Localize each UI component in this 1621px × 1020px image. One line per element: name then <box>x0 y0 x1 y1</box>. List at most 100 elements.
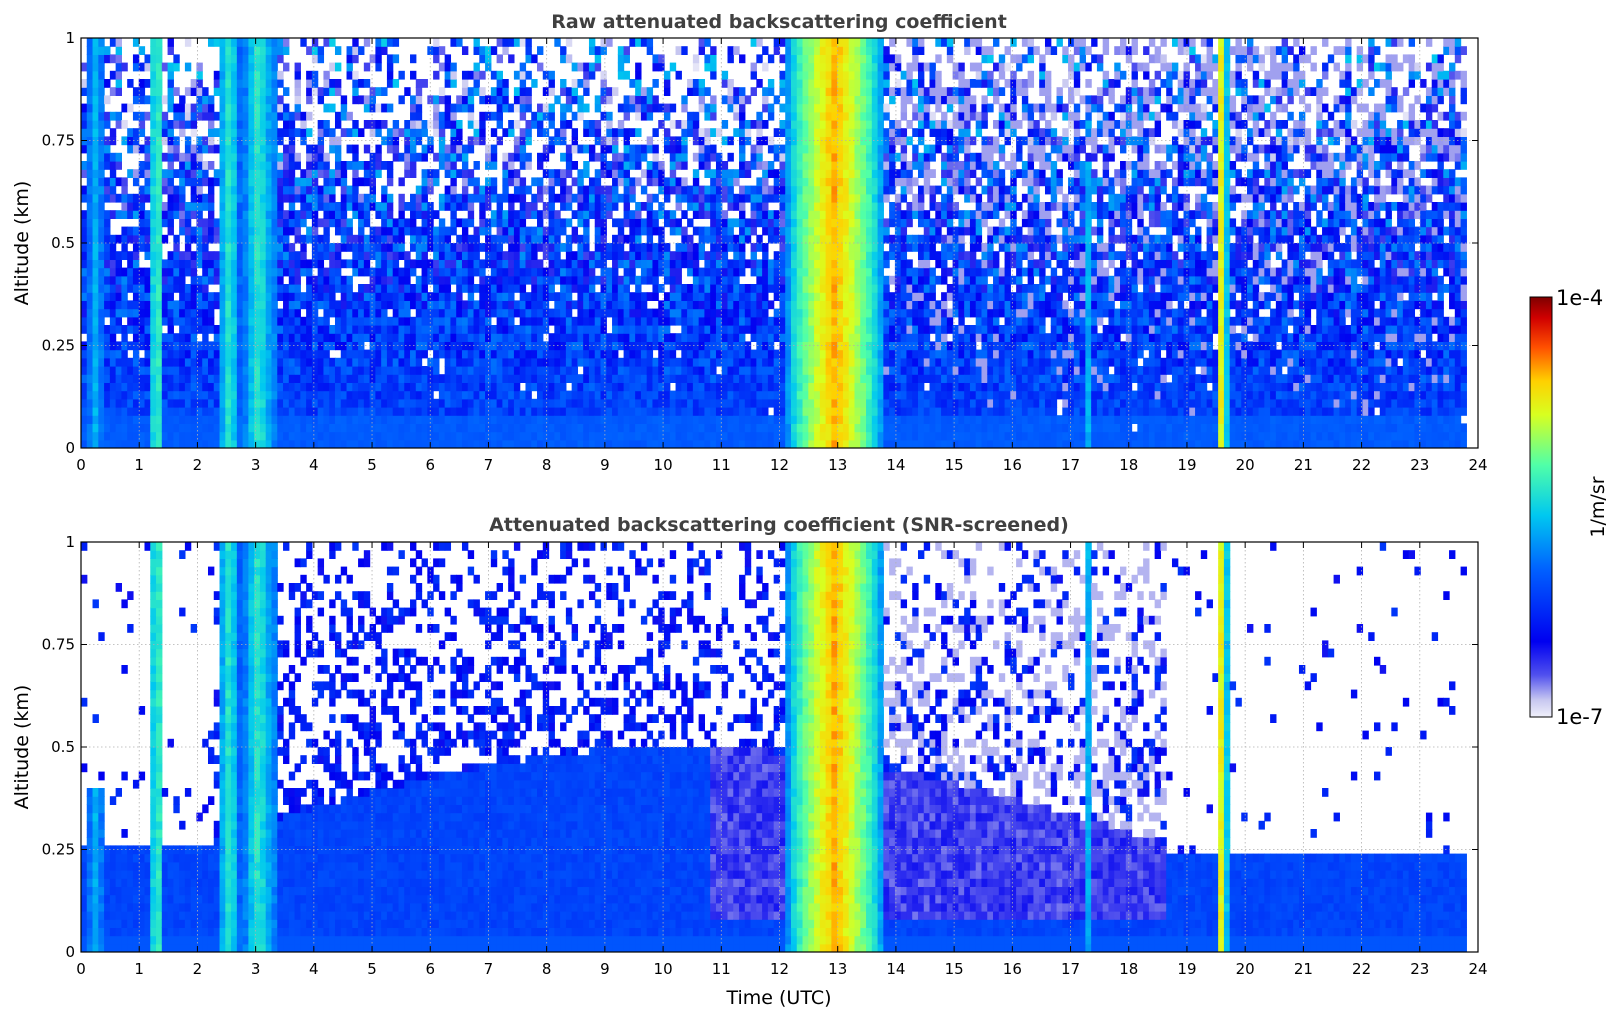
heatmap-cell <box>733 202 740 211</box>
heatmap-cell <box>225 136 232 146</box>
heatmap-cell <box>508 333 515 342</box>
heatmap-cell <box>167 390 174 400</box>
heatmap-cell <box>156 398 163 408</box>
heatmap-cell <box>179 431 186 441</box>
heatmap-cell <box>392 234 400 244</box>
heatmap-cell <box>179 357 186 367</box>
heatmap-cell <box>196 202 203 211</box>
heatmap-cell <box>167 226 174 236</box>
heatmap-cell <box>548 439 555 448</box>
heatmap-cell <box>340 234 348 244</box>
heatmap-cell <box>565 284 573 293</box>
heatmap-cell <box>127 431 134 441</box>
heatmap-cell <box>167 439 174 448</box>
heatmap-cell <box>375 144 382 154</box>
heatmap-cell <box>398 267 405 277</box>
heatmap-cell <box>646 308 654 318</box>
heatmap-cell <box>727 382 734 392</box>
heatmap-cell <box>767 374 775 383</box>
heatmap-cell <box>300 439 307 448</box>
heatmap-cell <box>92 218 99 228</box>
heatmap-cell <box>721 218 729 228</box>
heatmap-cell <box>467 95 475 105</box>
heatmap-cell <box>161 292 169 301</box>
heatmap-cell <box>104 349 111 359</box>
heatmap-cell <box>225 79 232 88</box>
heatmap-cell <box>231 292 238 301</box>
heatmap-cell <box>184 439 192 448</box>
heatmap-cell <box>704 316 711 326</box>
heatmap-cell <box>202 431 209 441</box>
heatmap-cell <box>271 316 278 326</box>
heatmap-cell <box>207 325 215 334</box>
heatmap-cell <box>554 308 561 318</box>
heatmap-cell <box>733 169 740 178</box>
heatmap-cell <box>225 341 232 351</box>
heatmap-cell <box>433 243 440 252</box>
heatmap-cell <box>560 226 567 236</box>
heatmap-cell <box>196 62 203 72</box>
heatmap-cell <box>386 357 394 367</box>
heatmap-cell <box>190 382 198 392</box>
heatmap-cell <box>410 54 417 64</box>
heatmap-cell <box>121 275 128 285</box>
heatmap-cell <box>762 251 769 260</box>
heatmap-cell <box>646 259 654 269</box>
heatmap-cell <box>404 382 411 392</box>
heatmap-cell <box>560 439 567 448</box>
heatmap-cell <box>311 38 319 47</box>
heatmap-cell <box>456 275 463 285</box>
heatmap-cell <box>785 54 792 64</box>
heatmap-cell <box>669 308 677 318</box>
heatmap-cell <box>664 325 671 334</box>
heatmap-cell <box>277 284 284 293</box>
heatmap-cell <box>473 38 480 47</box>
heatmap-cell <box>138 267 146 277</box>
heatmap-cell <box>652 357 659 367</box>
heatmap-cell <box>739 300 746 310</box>
heatmap-cell <box>127 226 134 236</box>
heatmap-cell <box>311 333 319 342</box>
heatmap-cell <box>658 54 665 64</box>
heatmap-cell <box>236 128 244 137</box>
heatmap-cell <box>358 349 365 359</box>
heatmap-cell <box>600 210 607 219</box>
heatmap-cell <box>508 407 515 416</box>
heatmap-cell <box>410 128 417 137</box>
heatmap-cell <box>398 374 405 383</box>
heatmap-cell <box>104 234 111 244</box>
heatmap-cell <box>259 284 267 293</box>
heatmap-cell <box>646 390 654 400</box>
heatmap-cell <box>283 161 290 170</box>
heatmap-cell <box>681 398 688 408</box>
heatmap-cell <box>381 407 388 416</box>
heatmap-cell <box>461 226 469 236</box>
heatmap-cell <box>710 423 717 433</box>
heatmap-cell <box>352 439 359 448</box>
heatmap-cell <box>779 54 786 64</box>
heatmap-cell <box>86 407 94 416</box>
heatmap-cell <box>721 390 729 400</box>
heatmap-cell <box>167 259 174 269</box>
heatmap-cell <box>213 357 221 367</box>
heatmap-cell <box>346 333 353 342</box>
heatmap-cell <box>744 185 752 195</box>
heatmap-cell <box>502 103 509 113</box>
heatmap-cell <box>248 357 255 367</box>
heatmap-cell <box>606 374 613 383</box>
heatmap-cell <box>161 169 169 178</box>
heatmap-cell <box>635 177 642 187</box>
heatmap-cell <box>496 226 503 236</box>
heatmap-cell <box>207 357 215 367</box>
heatmap-cell <box>225 300 232 310</box>
heatmap-cell <box>306 374 313 383</box>
heatmap-cell <box>715 284 723 293</box>
heatmap-cell <box>213 259 221 269</box>
heatmap-cell <box>225 431 232 441</box>
heatmap-cell <box>317 366 325 375</box>
heatmap-cell <box>433 275 440 285</box>
heatmap-cell <box>259 251 267 260</box>
heatmap-cell <box>150 243 157 252</box>
heatmap-cell <box>104 398 111 408</box>
heatmap-cell <box>421 259 428 269</box>
